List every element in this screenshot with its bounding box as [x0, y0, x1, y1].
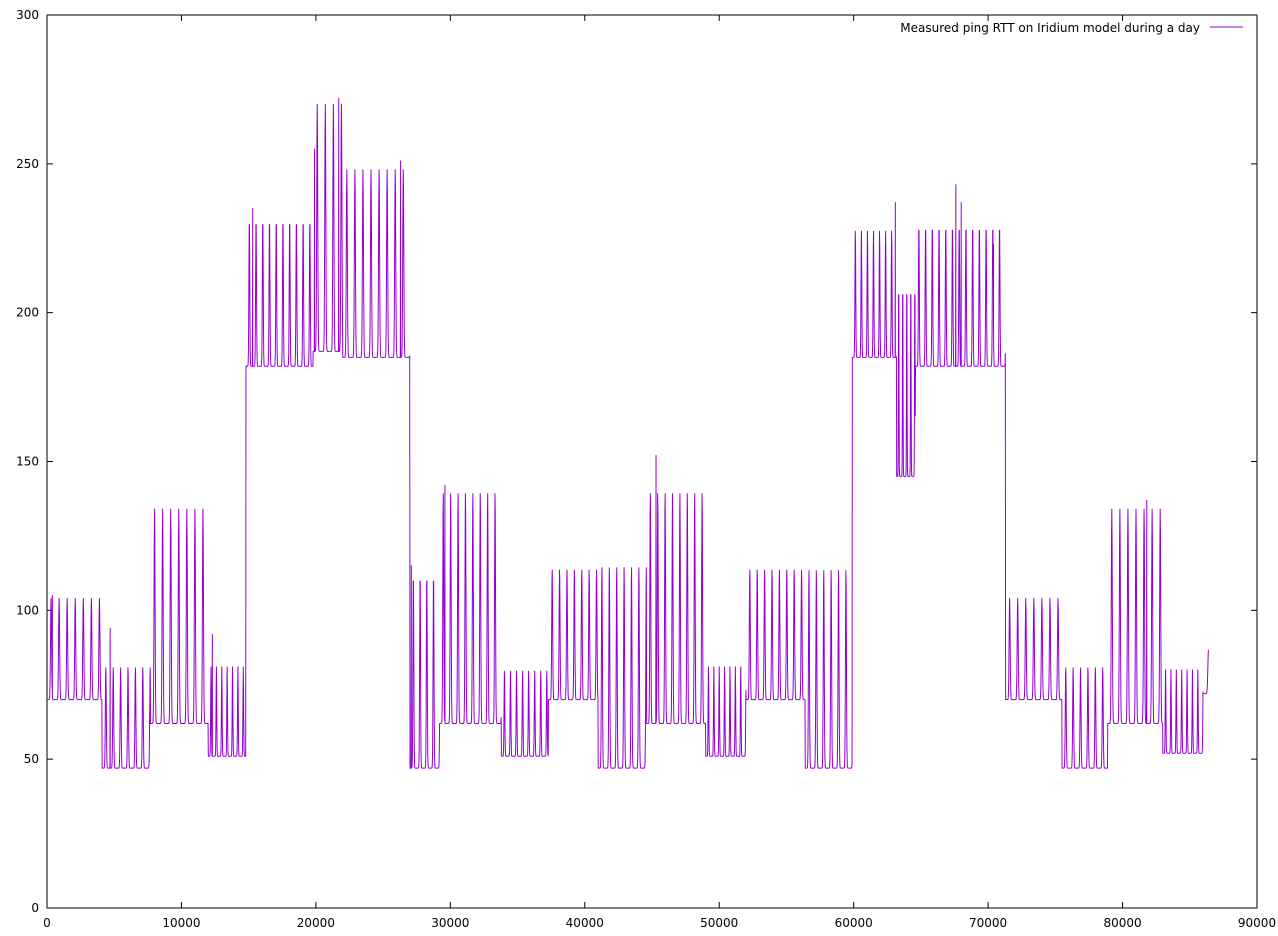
y-tick-label: 250 — [16, 157, 39, 171]
x-tick-label: 0 — [43, 916, 51, 930]
plot-area — [46, 97, 1209, 769]
y-axis: 0 50 100 150 200 250 300 — [16, 8, 1257, 915]
plot-frame — [46, 14, 1258, 909]
x-tick-label: 30000 — [431, 916, 469, 930]
y-tick-label: 200 — [16, 306, 39, 320]
series-line — [46, 97, 1209, 769]
legend: Measured ping RTT on Iridium model durin… — [900, 21, 1243, 35]
x-tick-label: 10000 — [162, 916, 200, 930]
y-tick-label: 0 — [31, 901, 39, 915]
x-tick-label: 80000 — [1103, 916, 1141, 930]
x-tick-label: 40000 — [566, 916, 604, 930]
x-tick-label: 70000 — [969, 916, 1007, 930]
y-tick-label: 100 — [16, 603, 39, 617]
x-tick-label: 60000 — [835, 916, 873, 930]
legend-label: Measured ping RTT on Iridium model durin… — [900, 21, 1200, 35]
y-tick-label: 50 — [24, 752, 39, 766]
x-tick-label: 90000 — [1238, 916, 1276, 930]
y-tick-label: 300 — [16, 8, 39, 22]
x-tick-label: 50000 — [700, 916, 738, 930]
x-axis: 0 10000 20000 30000 40000 50000 60000 70000 8000… — [43, 15, 1276, 930]
x-tick-label: 20000 — [297, 916, 335, 930]
y-tick-label: 150 — [16, 455, 39, 469]
